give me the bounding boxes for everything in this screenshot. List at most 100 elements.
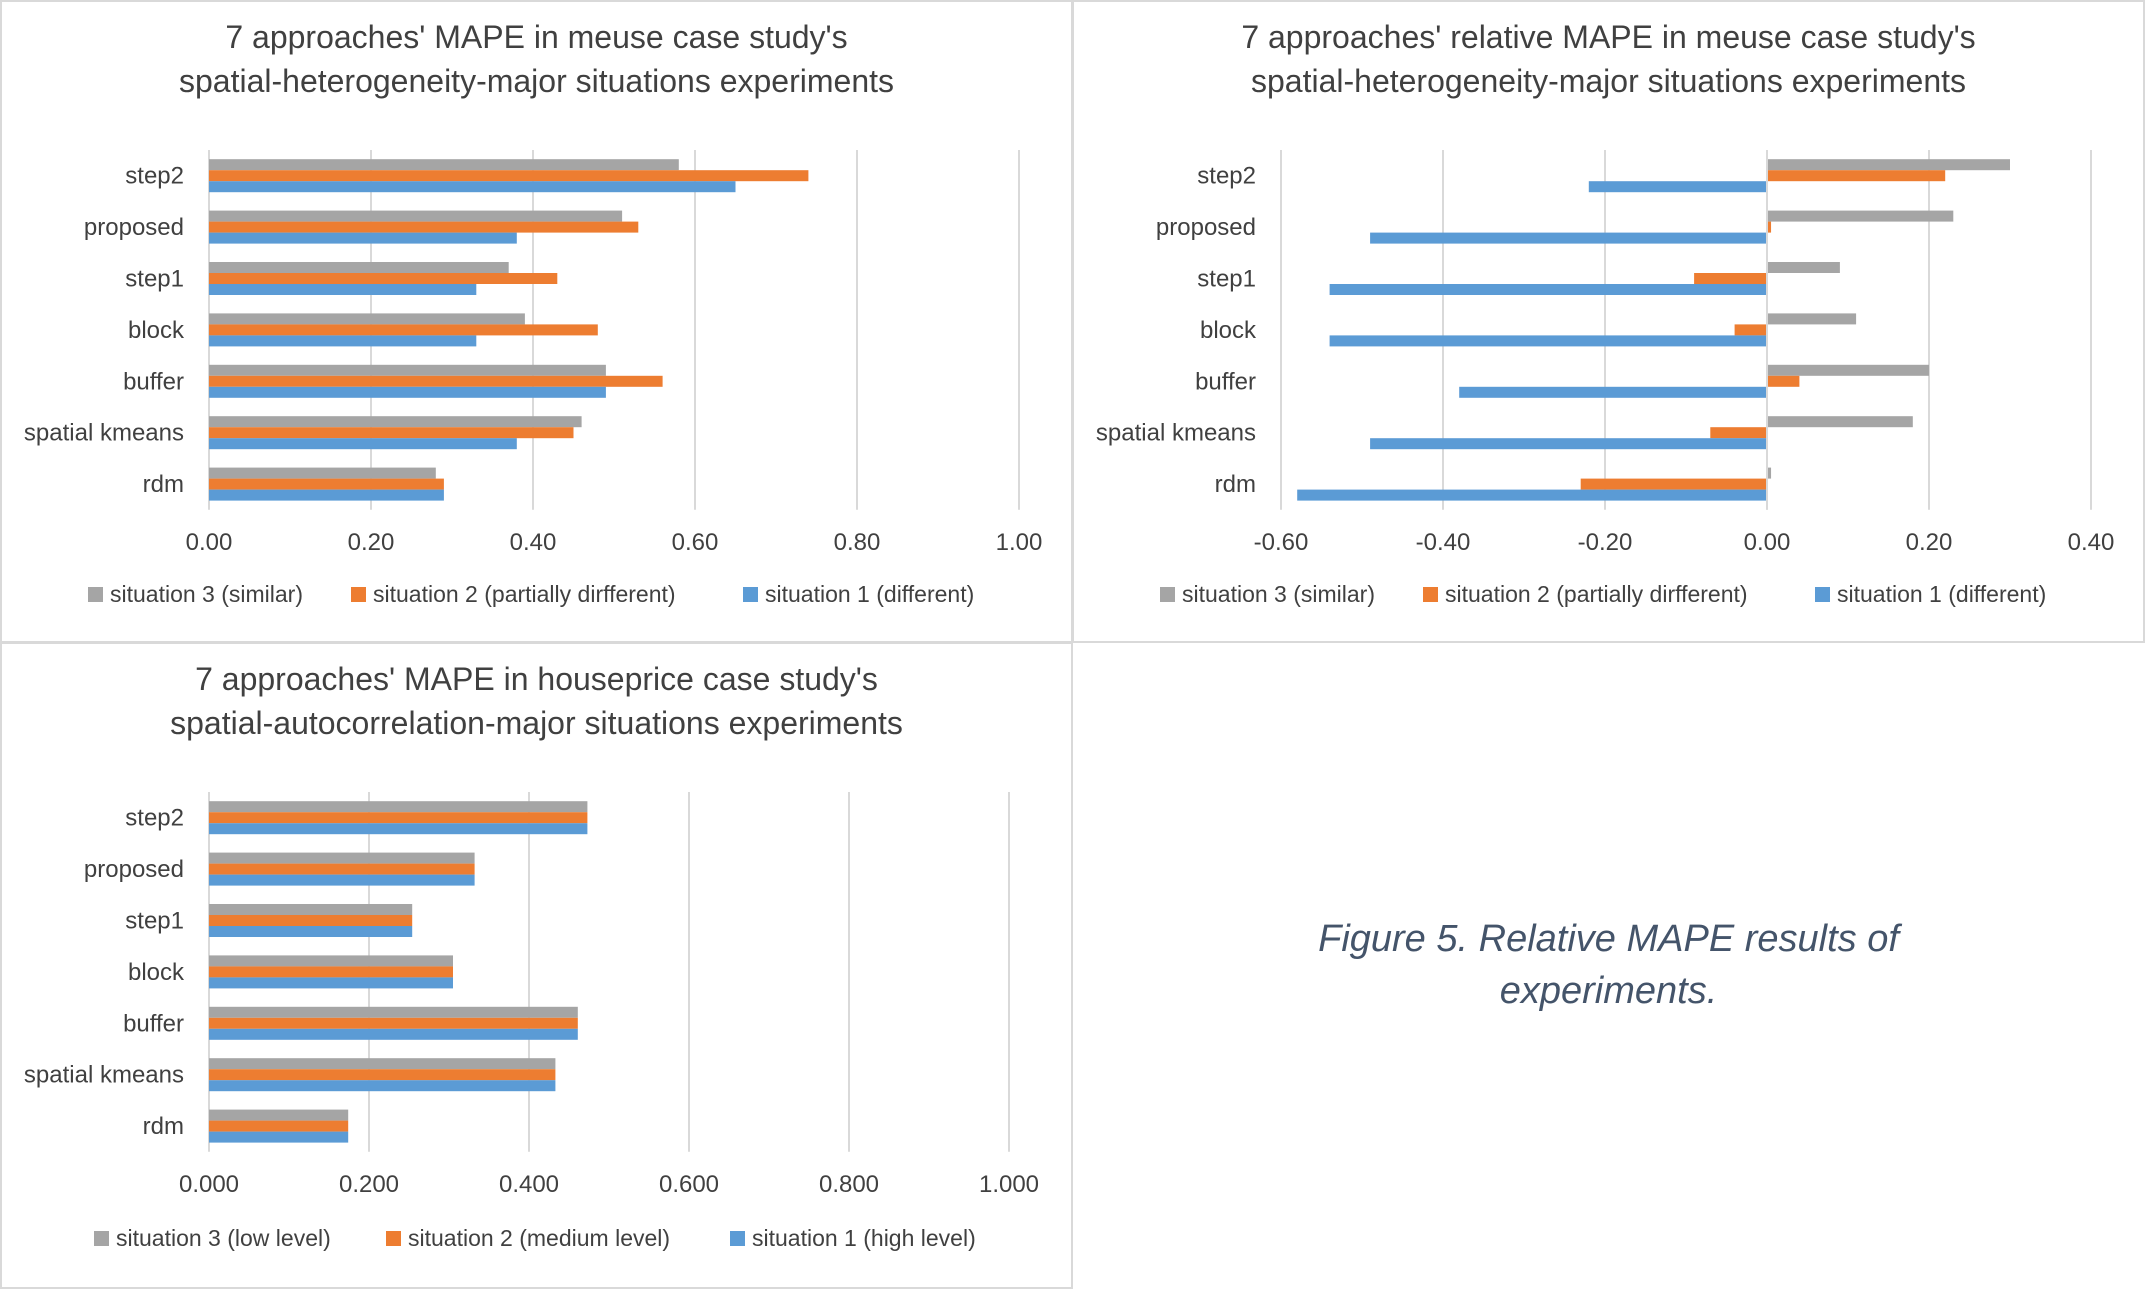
bar-situation-1: [1329, 284, 1767, 295]
bar-situation-1: [209, 1131, 349, 1143]
legend-swatch: [1160, 587, 1175, 602]
bar-situation-1: [209, 1080, 556, 1092]
chart-meuse-mape: 7 approaches' MAPE in meuse case study's…: [24, 19, 1042, 607]
bar-situation-1: [1370, 232, 1767, 244]
bar-situation-2: [209, 478, 444, 490]
bar-situation-2: [209, 273, 558, 284]
bar-situation-1: [1329, 335, 1767, 347]
legend-label: situation 3 (low level): [116, 1225, 331, 1251]
category-label: block: [128, 317, 185, 344]
bar-situation-2: [209, 221, 639, 233]
legend-label: situation 1 (different): [1837, 581, 2046, 607]
bar-situation-1: [209, 874, 475, 886]
x-tick-label: 1.000: [979, 1171, 1039, 1198]
bar-situation-3: [209, 1006, 578, 1018]
x-tick-label: -0.40: [1416, 529, 1471, 556]
chart-title-line-1: 7 approaches' relative MAPE in meuse cas…: [1241, 19, 1975, 55]
category-label: proposed: [84, 856, 184, 883]
bar-situation-2: [209, 915, 413, 926]
x-tick-label: -0.20: [1578, 529, 1633, 556]
chart-title-line-2: spatial-heterogeneity-major situations e…: [179, 63, 894, 99]
bar-situation-3: [209, 1058, 556, 1070]
bar-situation-1: [209, 181, 736, 193]
chart-meuse-relative-mape: 7 approaches' relative MAPE in meuse cas…: [1096, 19, 2115, 607]
bar-situation-1: [209, 489, 444, 501]
bar-situation-1: [209, 335, 477, 347]
bar-situation-2: [1734, 324, 1767, 336]
category-label: rdm: [143, 471, 184, 498]
category-label: spatial kmeans: [24, 420, 184, 447]
category-label: step1: [125, 908, 184, 935]
legend-label: situation 3 (similar): [110, 581, 303, 607]
bar-situation-2: [209, 1017, 578, 1029]
bar-situation-1: [1370, 438, 1767, 450]
chart-title-line-2: spatial-autocorrelation-major situations…: [170, 705, 903, 741]
legend-swatch: [1815, 587, 1830, 602]
chart-title-line-1: 7 approaches' MAPE in houseprice case st…: [195, 661, 878, 697]
category-label: block: [128, 959, 185, 986]
bar-situation-1: [209, 823, 588, 835]
bar-situation-2: [209, 170, 809, 182]
bar-situation-3: [209, 210, 623, 222]
bar-situation-3: [1767, 210, 1954, 222]
bar-situation-2: [209, 427, 574, 439]
x-tick-label: 0.40: [2068, 529, 2115, 556]
category-label: buffer: [123, 1010, 184, 1037]
bar-situation-2: [209, 324, 598, 336]
bar-situation-1: [1459, 386, 1767, 398]
legend-label: situation 2 (partially dirfferent): [373, 581, 676, 607]
x-tick-label: 0.400: [499, 1171, 559, 1198]
bar-situation-1: [209, 232, 517, 244]
bar-situation-2: [209, 812, 588, 824]
x-tick-label: 0.80: [834, 529, 881, 556]
category-label: step2: [125, 163, 184, 190]
category-label: proposed: [84, 214, 184, 241]
bar-situation-3: [209, 364, 606, 376]
bar-situation-3: [1767, 159, 2010, 171]
bar-situation-3: [209, 852, 475, 864]
bar-situation-3: [1767, 262, 1840, 273]
bar-situation-2: [209, 1069, 556, 1081]
category-label: rdm: [143, 1113, 184, 1140]
bar-situation-1: [1588, 181, 1767, 193]
bar-situation-1: [209, 926, 413, 937]
x-tick-label: 0.000: [179, 1171, 239, 1198]
bar-situation-1: [209, 438, 517, 450]
bar-situation-1: [1297, 489, 1767, 501]
bar-situation-3: [209, 801, 588, 813]
legend-label: situation 2 (partially dirfferent): [1445, 581, 1748, 607]
legend-swatch: [1423, 587, 1438, 602]
legend-swatch: [88, 587, 103, 602]
bar-situation-3: [209, 416, 582, 428]
chart-houseprice-mape: 7 approaches' MAPE in houseprice case st…: [24, 661, 1039, 1251]
category-label: step2: [1197, 163, 1256, 190]
bar-situation-3: [1767, 416, 1913, 428]
bar-situation-3: [209, 159, 679, 171]
chart-panel-houseprice-mape: 7 approaches' MAPE in houseprice case st…: [0, 642, 1073, 1289]
bar-situation-2: [209, 375, 663, 387]
bar-situation-2: [209, 1120, 349, 1132]
legend-label: situation 2 (medium level): [408, 1225, 670, 1251]
category-label: block: [1200, 317, 1257, 344]
x-tick-label: 0.20: [1906, 529, 1953, 556]
legend-swatch: [730, 1231, 745, 1246]
legend-swatch: [351, 587, 366, 602]
x-tick-label: -0.60: [1254, 529, 1309, 556]
x-tick-label: 0.00: [186, 529, 233, 556]
bar-situation-1: [209, 284, 477, 295]
bar-situation-3: [209, 904, 413, 915]
bar-situation-2: [209, 863, 475, 875]
chart-title-line-1: 7 approaches' MAPE in meuse case study's: [225, 19, 847, 55]
bar-situation-3: [209, 955, 453, 967]
legend-swatch: [94, 1231, 109, 1246]
bar-situation-3: [209, 262, 509, 273]
category-label: spatial kmeans: [24, 1062, 184, 1089]
bar-situation-3: [209, 467, 436, 479]
bar-situation-2: [1580, 478, 1767, 490]
category-label: rdm: [1215, 471, 1256, 498]
bar-situation-2: [1694, 273, 1767, 284]
category-label: proposed: [1156, 214, 1256, 241]
x-tick-label: 0.800: [819, 1171, 879, 1198]
legend-swatch: [386, 1231, 401, 1246]
category-label: buffer: [123, 368, 184, 395]
